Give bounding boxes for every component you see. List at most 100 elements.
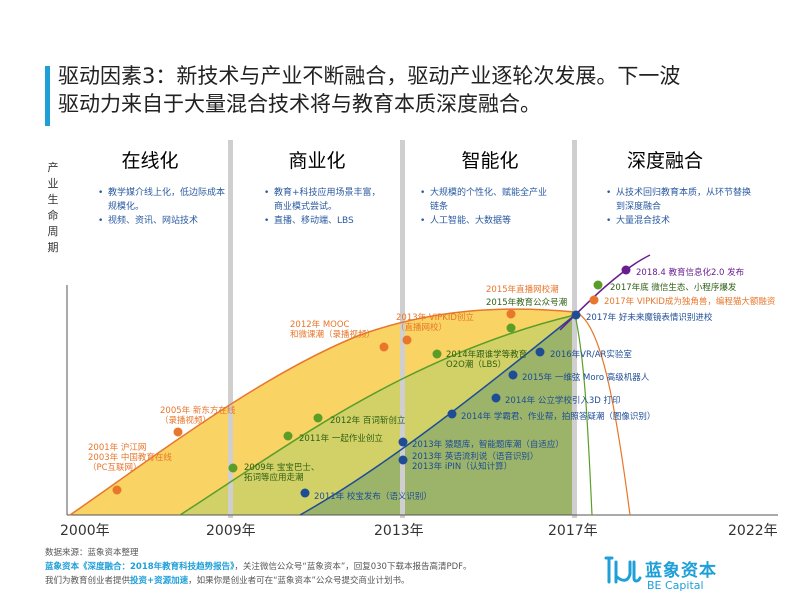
year-label-2022: 2022年: [728, 523, 778, 539]
footer-report-rest: ，关注微信公众号“蓝象资本”，回复030下载本报告高清PDF。: [234, 562, 472, 572]
event-label: 2016年VR/AR实验室: [550, 349, 632, 360]
event-label: 2018.4 教育信息化2.0 发布: [636, 267, 744, 278]
footer-invest-bold: 投资+资源加速: [130, 576, 189, 586]
event-label-line: 2013年 iPIN（认知计算）: [412, 461, 512, 472]
event-label-line: 2013年 英语流利说（语音识别）: [412, 451, 538, 462]
phase-separator-1: [228, 140, 233, 518]
event-marker-dot: [402, 335, 412, 345]
event-marker-dot: [432, 349, 442, 359]
event-label-line: 2003年 中国教育在线: [88, 452, 172, 463]
bullet-item: • 教学媒介线上化，低边际成本规模化。: [98, 186, 228, 214]
event-marker-dot: [398, 455, 408, 465]
slide-title: 驱动因素3：新技术与产业不断融合，驱动产业逐轮次发展。下一波 驱动力来自于大量混…: [58, 62, 778, 118]
footer-report: 蓝象资本《深度融合：2018年教育科技趋势报告》，关注微信公众号“蓝象资本”，回…: [45, 560, 472, 572]
event-marker-dot: [173, 427, 183, 437]
bullet-item: • 直播、移动端、LBS: [264, 214, 389, 228]
fusion-curve: [559, 254, 651, 331]
event-label-line: 2014年 公立学校引入3D 打印: [505, 395, 621, 406]
bullet-dot-icon: •: [606, 216, 612, 226]
bullet-dot-icon: •: [98, 216, 104, 226]
bullet-dot-icon: •: [98, 188, 104, 198]
event-marker-dot: [593, 280, 603, 290]
event-label-line: 2005年 新东方在线: [160, 405, 236, 416]
event-label-line: 2017年 VIPKID成为独角兽，编程猫大额融资: [604, 296, 776, 307]
phase-bullets-smart: • 大规模的个性化、赋能全产业链条 • 人工智能、大数据等: [420, 186, 550, 228]
phase-title-commercial: 商业化: [288, 150, 346, 172]
event-label: 2012年 百词斩创立: [330, 415, 406, 426]
year-label-2013: 2013年: [374, 523, 424, 539]
bullet-item: • 人工智能、大数据等: [420, 214, 550, 228]
online-curve: [69, 308, 576, 516]
event-label: 2017年 好未来魔镜表情识别进校: [586, 312, 713, 323]
event-label: 2015年教育公众号潮: [486, 297, 567, 308]
event-label-line: O2O潮（LBS）: [446, 359, 506, 370]
year-label-2000: 2000年: [60, 523, 110, 539]
bullet-text: 从技术回归教育本质，从环节替换到深度融合: [616, 188, 752, 212]
bullet-dot-icon: •: [420, 216, 426, 226]
bullet-dot-icon: •: [264, 216, 270, 226]
bullet-dot-icon: •: [264, 188, 270, 198]
title-line-1: 驱动因素3：新技术与产业不断融合，驱动产业逐轮次发展。下一波: [58, 64, 681, 88]
event-label-line: 拓词等应用走潮: [244, 472, 304, 483]
event-label-line: 2016年VR/AR实验室: [550, 349, 632, 360]
event-marker-dot: [379, 342, 389, 352]
phase-bullets-online: • 教学媒介线上化，低边际成本规模化。 • 视频、资讯、网站技术: [98, 186, 228, 228]
title-line-2: 驱动力来自于大量混合技术将与教育本质深度融合。: [58, 92, 541, 116]
event-label: 2001年 沪江网 2003年 中国教育在线（PC互联网）: [88, 442, 172, 473]
event-label: 2013年 VIPKID创立（直播网校）: [396, 312, 474, 333]
event-marker-dot: [313, 413, 323, 423]
commercial-curve-decline: [574, 314, 593, 516]
event-label: 2009年 宝宝巴士、拓词等应用走潮: [244, 462, 319, 483]
bullet-item: • 视频、资讯、网站技术: [98, 214, 228, 228]
bullet-text: 教学媒介线上化，低边际成本规模化。: [108, 188, 226, 212]
event-label-line: 2014年跟谁学等教育: [446, 349, 527, 360]
event-label-line: 2015年教育公众号潮: [486, 297, 567, 308]
logo-mark-icon: [604, 556, 642, 584]
bullet-item: • 教育+科技应用场景丰富，商业模式尝试。: [264, 186, 389, 214]
year-label-2009: 2009年: [206, 523, 256, 539]
event-label: 2013年 猿题库，智能题库潮（自适应）: [412, 439, 564, 450]
event-label: 2011年 一起作业创立: [299, 433, 383, 444]
footer-invest-post: ，如果你是创业者可在“蓝象资本”公众号提交商业计划书。: [188, 576, 410, 586]
bullet-item: • 大量混合技术: [606, 214, 756, 228]
event-label: 2012年 MOOC 和微课潮（录播视频）: [290, 319, 375, 340]
event-marker-dot: [506, 323, 516, 333]
events-layer: 2001年 沪江网 2003年 中国教育在线（PC互联网）2005年 新东方在线（…: [88, 265, 776, 502]
bullet-dot-icon: •: [420, 188, 426, 198]
event-label-line: 2017年底 微信生态、小程序爆发: [610, 282, 737, 293]
event-label-line: 2018.4 教育信息化2.0 发布: [636, 267, 744, 278]
logo-name-cn: 蓝象资本: [645, 561, 717, 581]
event-label: 2005年 新东方在线（录播视频）: [160, 405, 236, 426]
event-marker-dot: [300, 488, 310, 498]
event-label: 2014年 学霸君、作业帮，拍照答疑潮（图像识别）: [461, 411, 655, 422]
event-label: 2011年 校宝发布（语义识别）: [314, 491, 432, 502]
bullet-text: 教育+科技应用场景丰富，商业模式尝试。: [274, 188, 381, 212]
bullet-text: 大规模的个性化、赋能全产业链条: [430, 188, 548, 212]
title-accent-bar: [45, 66, 50, 126]
event-label-line: 2011年 一起作业创立: [299, 433, 383, 444]
event-label-line: （PC互联网）: [88, 462, 142, 473]
event-label-line: 2013年 猿题库，智能题库潮（自适应）: [412, 439, 564, 450]
event-marker-dot: [621, 265, 631, 275]
smart-wave-area: [300, 315, 575, 515]
event-marker-dot: [398, 437, 408, 447]
footer-invest-pre: 我们为教育创业者提供: [45, 576, 131, 586]
footer-source: 数据来源：蓝象资本整理: [45, 548, 139, 558]
event-label: 2014年跟谁学等教育 O2O潮（LBS）: [446, 349, 527, 370]
event-marker-dot: [571, 310, 581, 320]
phase-bullets-commercial: • 教育+科技应用场景丰富，商业模式尝试。 • 直播、移动端、LBS: [264, 186, 389, 228]
event-marker-dot: [491, 393, 501, 403]
event-label: 2015年 一维弦 Moro 高级机器人: [522, 372, 650, 383]
event-label-line: 2014年 学霸君、作业帮，拍照答疑潮（图像识别）: [461, 411, 655, 422]
event-label-line: 2013年 VIPKID创立: [396, 312, 474, 323]
event-marker-dot: [283, 431, 293, 441]
event-label: 2015年直播网校潮: [486, 284, 559, 295]
event-marker-dot: [508, 370, 518, 380]
commercial-curve: [179, 314, 576, 516]
event-marker-dot: [228, 463, 238, 473]
event-label: 2013年 英语流利说（语音识别） 2013年 iPIN（认知计算）: [412, 451, 538, 472]
event-label-line: 2001年 沪江网: [88, 442, 146, 453]
bullet-text: 直播、移动端、LBS: [274, 216, 354, 226]
